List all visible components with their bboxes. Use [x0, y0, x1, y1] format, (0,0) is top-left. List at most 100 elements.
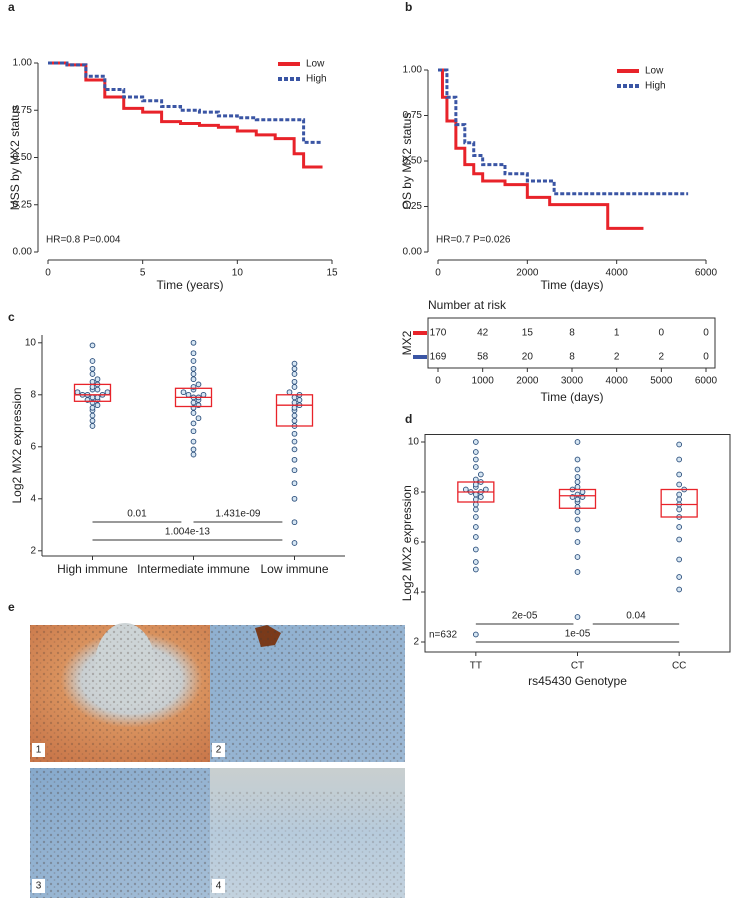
y-tick-label: 8 [413, 487, 419, 498]
data-point [676, 574, 683, 580]
data-point [676, 506, 683, 513]
panel-letter: c [8, 310, 15, 324]
data-point [291, 365, 298, 372]
data-point [89, 384, 96, 390]
x-axis-title: Time (days) [541, 278, 604, 292]
data-point [472, 476, 479, 483]
y-axis-title: Log2 MX2 expression [400, 485, 414, 601]
data-point [472, 456, 479, 463]
data-point [472, 559, 479, 565]
data-point [190, 420, 197, 427]
y-tick-label: 0.00 [13, 247, 33, 258]
data-point [472, 566, 479, 573]
data-point [291, 495, 298, 502]
data-point [190, 376, 197, 383]
panel-letter: d [405, 412, 412, 426]
data-point [574, 466, 581, 473]
y-tick-label: 0.50 [13, 152, 33, 163]
data-point [94, 402, 101, 409]
y-tick-label: 2 [30, 545, 36, 556]
data-point [190, 399, 197, 406]
data-point [472, 506, 479, 513]
group-label: MX2 [400, 330, 414, 355]
data-point [190, 410, 197, 416]
x-tick-label: 10 [232, 268, 244, 279]
data-point [472, 546, 479, 553]
data-point [190, 446, 197, 453]
ihc-texture [210, 625, 405, 762]
comparison-p: 0.04 [626, 611, 646, 622]
risk-count: 58 [477, 352, 489, 363]
data-point [94, 376, 101, 383]
data-point [296, 397, 303, 403]
data-point [89, 417, 96, 424]
data-point [94, 386, 101, 393]
data-point [462, 486, 469, 493]
y-tick-label: 0.75 [13, 105, 33, 116]
panel-letter: b [405, 0, 412, 14]
box [660, 488, 698, 518]
y-tick-label: 0.50 [403, 156, 423, 167]
data-point [94, 394, 101, 401]
image-label-box [212, 879, 225, 893]
data-point [291, 417, 298, 424]
legend-label: High [306, 74, 327, 85]
x-tick-label: Low immune [260, 562, 328, 576]
x-tick-label: High immune [57, 562, 128, 576]
data-point [89, 342, 96, 349]
data-point [190, 438, 197, 445]
x-tick-label: 3000 [561, 376, 584, 387]
comparison-p: 2e-05 [512, 611, 538, 622]
data-point [291, 394, 298, 401]
data-point [574, 479, 581, 485]
risk-count: 8 [569, 328, 575, 339]
x-tick-label: 0 [435, 268, 441, 279]
data-point [477, 471, 484, 478]
data-point [291, 371, 298, 377]
x-tick-label: 15 [326, 268, 338, 279]
data-point [291, 519, 298, 526]
data-point [472, 449, 479, 455]
legend-label: Low [306, 59, 325, 70]
data-point [286, 389, 293, 396]
y-tick-label: 0.00 [403, 247, 423, 258]
comparison-p: 1.431e-09 [215, 509, 260, 520]
comparison-p: 0.01 [127, 509, 147, 520]
risk-count: 2 [659, 352, 665, 363]
risk-count: 170 [430, 328, 447, 339]
x-tick-label: 0 [45, 268, 51, 279]
data-point [190, 428, 197, 435]
data-point [190, 371, 197, 377]
y-tick-label: 4 [30, 493, 36, 504]
ihc-texture [30, 625, 233, 762]
y-axis-title: Log2 MX2 expression [10, 387, 24, 503]
data-point [190, 339, 197, 346]
box [558, 488, 597, 509]
data-point [291, 438, 298, 445]
data-point [574, 496, 581, 503]
risk-count: 8 [569, 352, 575, 363]
x-tick-label: 5000 [650, 376, 673, 387]
survival-curve [438, 68, 689, 196]
data-point [574, 569, 581, 575]
data-point [190, 451, 197, 458]
data-point [472, 524, 479, 530]
data-point [482, 486, 489, 493]
data-point [574, 554, 581, 560]
data-point [477, 494, 484, 500]
comparison-p: 1.004e-13 [165, 527, 210, 538]
ihc-texture [210, 790, 405, 898]
risk-count: 1 [614, 328, 620, 339]
data-point [291, 467, 298, 474]
risk-count: 15 [522, 328, 534, 339]
data-point [200, 391, 207, 398]
x-tick-label: 6000 [695, 376, 718, 387]
table-title: Number at risk [428, 298, 507, 312]
survival-curve [48, 61, 323, 144]
data-point [89, 378, 96, 385]
data-point [574, 539, 581, 545]
data-point [89, 404, 96, 411]
data-point [291, 456, 298, 463]
data-point [89, 412, 96, 419]
